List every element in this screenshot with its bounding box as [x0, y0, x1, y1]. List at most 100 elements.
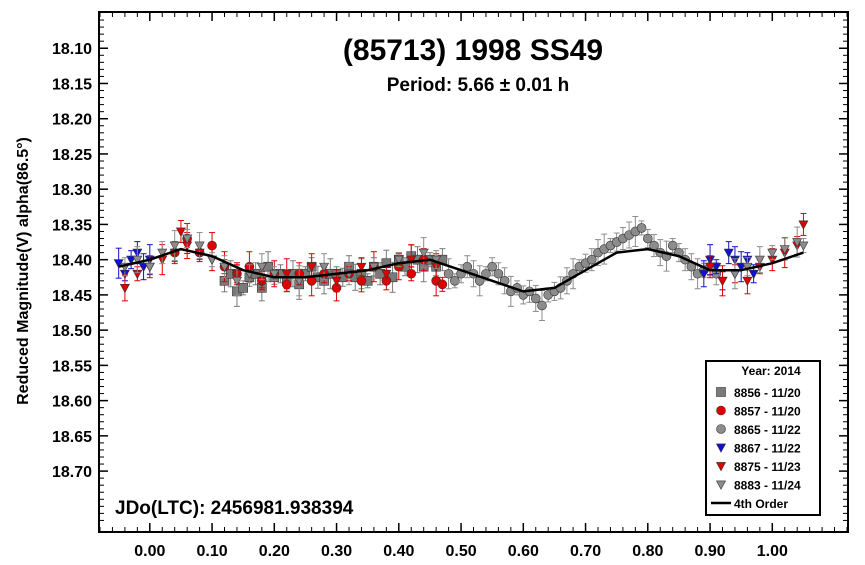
y-tick-label: 18.60 [52, 394, 92, 411]
data-point [705, 262, 716, 273]
data-point [281, 269, 292, 280]
data-point [717, 276, 728, 287]
data-point [393, 255, 404, 266]
chart-title: (85713) 1998 SS49 [343, 34, 603, 67]
legend-marker [716, 405, 726, 416]
data-point [711, 262, 722, 273]
y-tick-label: 18.35 [52, 217, 92, 234]
legend-label: 8875 - 11/23 [734, 460, 801, 474]
data-point [406, 255, 417, 266]
data-point [798, 241, 809, 251]
data-point [138, 262, 149, 273]
data-point [530, 293, 541, 304]
x-tick-label: 0.80 [632, 543, 663, 560]
data-point [450, 276, 460, 286]
data-point [537, 300, 547, 311]
data-point [319, 262, 330, 273]
legend-label: 4th Order [734, 497, 788, 511]
data-point [381, 269, 392, 280]
y-tick-label: 18.15 [52, 76, 92, 93]
y-tick-label: 18.65 [52, 429, 92, 446]
data-point [306, 262, 317, 273]
y-tick-label: 18.10 [52, 41, 92, 58]
y-tick-label: 18.45 [52, 288, 92, 305]
legend-label: 8883 - 11/24 [734, 479, 801, 493]
x-axis: 0.00 0.10 0.20 0.30 0.40 0.50 0.60 0.70 0.80 0.90… [99, 13, 848, 560]
y-tick-label: 18.25 [52, 147, 92, 164]
data-point [356, 262, 367, 273]
legend-label: 8865 - 11/22 [734, 423, 801, 437]
y-tick-label: 18.30 [52, 182, 92, 199]
y-axis: 18.10 18.15 18.20 18.25 18.30 18.35 18.40 18.45… [52, 19, 847, 521]
data-point [742, 276, 753, 287]
data-point [698, 269, 709, 280]
legend-marker [716, 424, 726, 434]
fit-curve [118, 247, 804, 293]
data-point [418, 248, 429, 258]
data-point [586, 254, 597, 265]
legend: Year: 2014 8856 - 11/20 8857 - 11/20 8865 … [705, 360, 821, 516]
x-tick-label: 0.50 [445, 543, 476, 560]
chart-subtitle: Period: 5.66 ± 0.01 h [387, 75, 570, 96]
data-point [144, 262, 155, 273]
x-tick-label: 1.00 [757, 543, 788, 560]
data-point [767, 248, 778, 258]
data-point [667, 240, 678, 251]
legend-marker [715, 462, 727, 472]
x-tick-label: 0.00 [134, 543, 165, 560]
legend-items: 8856 - 11/20 8857 - 11/20 8865 - 11/22 8867… [711, 386, 801, 511]
legend-label: 8856 - 11/20 [734, 386, 801, 400]
data-point [443, 268, 454, 279]
x-tick-label: 0.40 [383, 543, 414, 560]
data-point [157, 248, 168, 258]
y-axis-label: Reduced Magnitude(V) alpha(86.5°) [15, 137, 32, 405]
x-tick-label: 0.10 [196, 543, 227, 560]
data-point [169, 241, 180, 251]
legend-marker [716, 387, 726, 397]
data-point [182, 234, 193, 244]
y-tick-label: 18.50 [52, 323, 92, 340]
data-point [437, 279, 448, 290]
y-tick-label: 18.70 [52, 464, 92, 481]
data-point [126, 255, 137, 266]
data-point [493, 268, 504, 279]
legend-title: Year: 2014 [741, 364, 801, 378]
data-point [269, 269, 280, 280]
data-point [487, 261, 497, 272]
x-tick-label: 0.70 [570, 543, 601, 560]
series-8883 [119, 226, 809, 297]
data-point [642, 233, 653, 244]
legend-marker [715, 443, 727, 453]
data-point [238, 283, 248, 293]
data-point [636, 223, 647, 233]
epoch-annotation: JDo(LTC): 2456981.938394 [115, 498, 354, 519]
data-point [256, 262, 267, 273]
legend-label: 8867 - 11/22 [734, 442, 801, 456]
x-tick-label: 0.20 [259, 543, 290, 560]
data-point [132, 255, 143, 266]
y-tick-label: 18.55 [52, 358, 92, 375]
x-tick-label: 0.60 [508, 543, 539, 560]
data-point [723, 248, 734, 258]
data-point [356, 276, 367, 286]
plot-frame [98, 11, 849, 533]
data-points [113, 212, 809, 321]
x-tick-label: 0.30 [321, 543, 352, 560]
data-point [798, 220, 809, 230]
data-point [331, 276, 342, 287]
legend-box [705, 360, 821, 516]
data-point [754, 255, 765, 266]
y-tick-label: 18.40 [52, 253, 92, 270]
y-tick-label: 18.20 [52, 112, 92, 129]
legend-label: 8857 - 11/20 [734, 405, 801, 419]
legend-marker [715, 480, 727, 490]
data-point [748, 269, 759, 280]
data-point [119, 283, 130, 294]
data-point [462, 261, 473, 272]
data-point [194, 241, 205, 251]
data-point [736, 262, 747, 273]
data-point [231, 276, 242, 287]
x-tick-label: 0.90 [694, 543, 725, 560]
data-point [175, 227, 186, 237]
